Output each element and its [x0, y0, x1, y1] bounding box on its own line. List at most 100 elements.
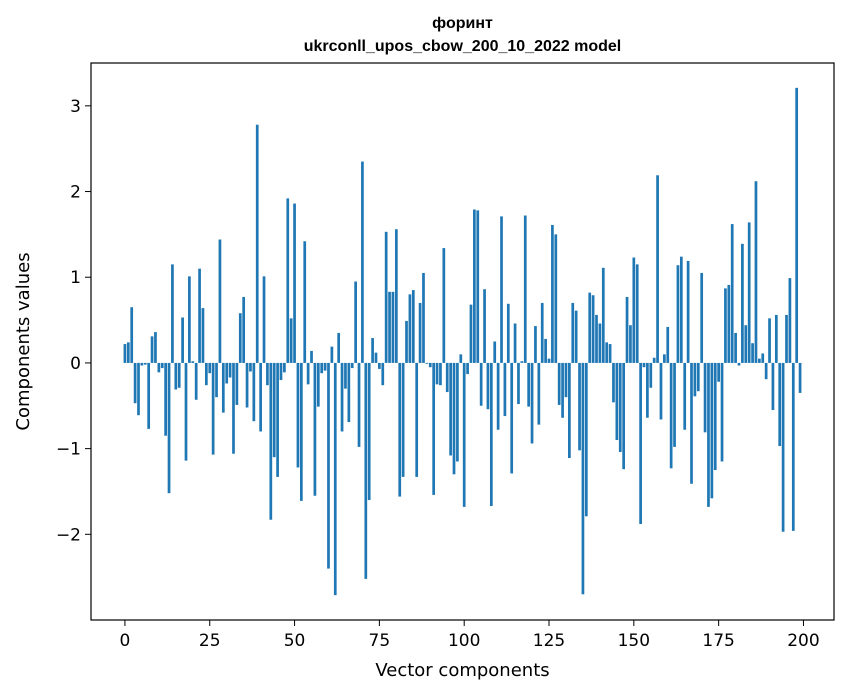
bar [194, 362, 198, 400]
bar [347, 362, 351, 423]
bar [428, 362, 432, 368]
bar [693, 362, 697, 397]
bar [398, 362, 402, 497]
chart-subtitle: ukrconll_upos_cbow_200_10_2022 model [304, 38, 621, 55]
bar [554, 234, 558, 363]
bar [167, 362, 171, 494]
x-tick-label: 50 [284, 631, 306, 651]
bar [279, 362, 283, 381]
bar [500, 216, 503, 363]
bar [350, 362, 354, 369]
x-tick-label: 175 [702, 631, 734, 651]
bar [147, 362, 151, 429]
bar [327, 362, 330, 569]
x-tick-label: 200 [787, 631, 819, 651]
x-tick-label: 150 [618, 631, 650, 651]
bar [418, 302, 422, 363]
bar [568, 362, 571, 459]
bar [496, 362, 500, 430]
bar [415, 362, 419, 477]
bar [639, 362, 642, 525]
x-axis-label: Vector components [375, 660, 549, 681]
bar [466, 362, 469, 375]
bar [137, 362, 140, 416]
bar [635, 264, 639, 363]
bar [283, 362, 286, 373]
bar [730, 224, 734, 363]
y-tick-label: −1 [56, 440, 81, 460]
bar [503, 362, 507, 417]
bar [571, 302, 575, 363]
bar [130, 307, 134, 363]
bar [323, 362, 327, 371]
bar [126, 342, 130, 363]
bar [143, 362, 147, 365]
bar [469, 304, 473, 363]
bar [252, 362, 256, 422]
bar [354, 281, 357, 363]
y-tick-label: 0 [70, 354, 81, 374]
bar [710, 362, 714, 499]
bar [510, 362, 514, 474]
bar [513, 323, 517, 363]
bar [211, 362, 215, 455]
bar [330, 346, 334, 363]
bar [523, 215, 527, 363]
bar [384, 231, 388, 363]
bar [215, 362, 218, 398]
bar [557, 362, 561, 405]
bar [425, 362, 429, 364]
y-axis-label: Components values [13, 252, 34, 430]
bar [204, 362, 208, 386]
bar [768, 318, 771, 363]
bar [527, 362, 531, 407]
bar [381, 362, 385, 386]
bar [642, 362, 646, 368]
bar [391, 291, 395, 363]
bar [313, 362, 317, 496]
bar [754, 181, 758, 363]
x-tick-label: 25 [199, 631, 221, 651]
bar [174, 362, 178, 390]
bar [303, 241, 307, 363]
bar [758, 358, 761, 363]
x-tick-label: 100 [448, 631, 480, 651]
bar [652, 357, 656, 363]
bar [649, 362, 653, 388]
bar [367, 362, 371, 501]
bar [629, 325, 632, 363]
bar [316, 362, 320, 407]
bar [744, 325, 748, 363]
bar [537, 362, 541, 425]
bar [171, 264, 174, 363]
bar [564, 362, 568, 398]
bar [296, 362, 300, 468]
bar [676, 265, 680, 363]
bar [761, 353, 765, 363]
chart-title: форинт [432, 15, 493, 32]
bar [364, 362, 368, 579]
bar [459, 354, 463, 363]
bar [218, 239, 222, 363]
bar [245, 362, 249, 408]
bar [439, 362, 442, 386]
bar [225, 362, 229, 384]
bar [601, 267, 605, 363]
bar [774, 314, 778, 363]
bar [771, 362, 775, 411]
y-tick-label: 2 [70, 183, 81, 203]
bar [622, 362, 626, 470]
bar [198, 268, 201, 363]
bar [666, 326, 670, 363]
bar [422, 272, 425, 363]
bar [683, 362, 687, 430]
bar [547, 358, 551, 363]
bar [489, 362, 493, 507]
bar [795, 87, 799, 363]
bar [394, 229, 398, 363]
bar [785, 314, 788, 363]
bar [493, 341, 497, 363]
bar [483, 289, 486, 363]
x-tick-label: 0 [120, 631, 131, 651]
y-tick-label: 3 [70, 97, 81, 117]
